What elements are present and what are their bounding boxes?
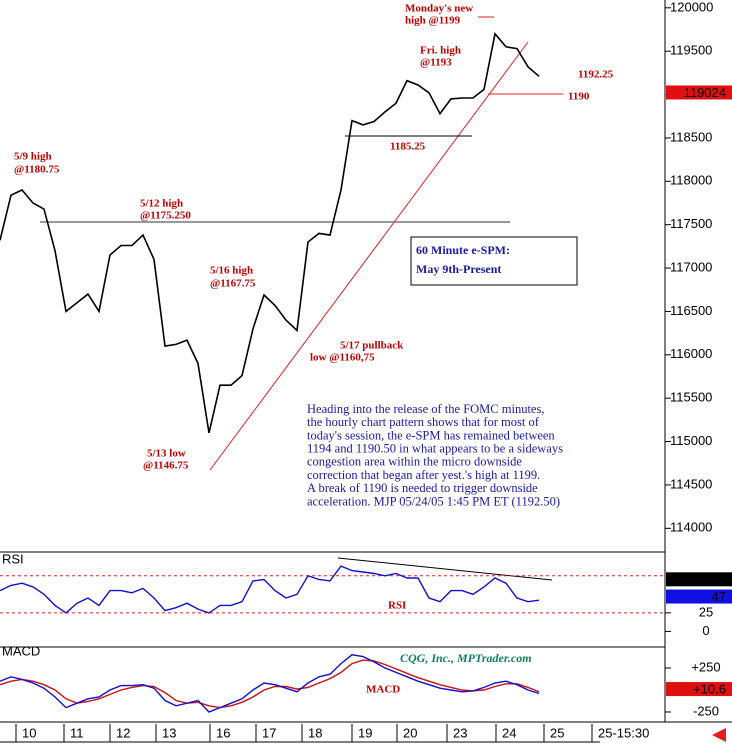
last-value-label: +10.6 [693,682,726,697]
annotation: @1175.250 [140,210,191,222]
commentary: the hourly chart pattern shows that for … [307,415,540,429]
chart-title: May 9th-Present [416,262,501,276]
annotation: 1190 [568,91,590,103]
y-tick-label: 120000 [670,0,713,14]
series-label: MACD [366,684,400,696]
last-value-box [666,682,732,697]
x-tick-label: 16 [216,725,230,740]
last-value-label: 119024 [684,85,726,100]
scroll-arrow[interactable] [712,728,726,742]
commentary: today's session, the e-SPM has remained … [307,428,555,442]
commentary: 1194 and 1190.50 in what appears to be a… [307,441,563,455]
last-value-box [666,572,732,587]
annotation: low @1160,75 [310,352,375,364]
y-tick-label: 116500 [670,303,712,318]
last-value-label: 70.2 [701,572,726,587]
panel-title: RSI [2,551,24,566]
last-value-box [666,85,732,100]
y-tick-label: 114500 [670,476,712,491]
x-tick-label: 12 [116,725,130,740]
x-tick-label: 23 [453,725,467,740]
x-tick-label: 11 [70,725,84,740]
series-line [0,659,540,709]
y-tick-label: +250 [691,659,720,674]
x-tick-label: 19 [358,725,372,740]
series-line [0,654,540,713]
y-tick-label: 115000 [670,433,712,448]
annotation: 5/16 high [210,265,253,277]
title-box [410,236,578,286]
commentary: Heading into the release of the FOMC min… [307,402,544,416]
commentary: A break of 1190 is needed to trigger dow… [307,481,538,495]
annotation: @1167.75 [210,278,256,290]
y-tick-label: 118500 [670,129,712,144]
annotation: 5/9 high [14,151,52,163]
y-tick-label: 114000 [670,520,712,535]
series-line [0,32,540,434]
x-tick-label: 24 [502,725,516,740]
last-value-label: 47 [712,589,726,604]
x-tick-label: 25 [550,725,564,740]
y-tick-label: 117500 [670,216,712,231]
annotation: Monday's new [405,3,473,15]
annotation: @1180.75 [14,164,60,176]
annotation: @1193 [420,57,452,69]
annotation: 1192.25 [578,69,614,81]
annotation: 5/12 high [140,198,183,210]
y-tick-label: 115500 [670,390,712,405]
rsi-trend-line [337,557,553,581]
y-tick-label: 118000 [670,173,712,188]
y-tick-label: -250 [693,703,719,718]
y-tick-label: 0 [702,623,709,638]
x-tick-label: 13 [162,725,176,740]
trend-line [209,41,529,471]
panel-title: MACD [2,643,40,658]
y-tick-label: 25 [699,604,713,619]
annotation: 5/17 pullback [340,340,404,352]
series-line [0,565,540,614]
last-value-box [666,589,732,604]
y-tick-label: 119500 [670,43,712,58]
x-tick-label: 25-15:30 [598,725,649,740]
annotation: 5/13 low [147,448,186,460]
x-tick-label: 20 [403,725,417,740]
x-tick-label: 10 [22,725,36,740]
y-tick-label: 117000 [670,259,712,274]
commentary: correction that began after yest.'s high… [307,468,540,482]
annotation: high @1199 [405,15,461,27]
commentary: congestion area within the micro downsid… [307,455,522,469]
series-label: RSI [388,600,406,612]
x-tick-label: 18 [308,725,322,740]
y-tick-label: 116000 [670,346,712,361]
commentary: acceleration. MJP 05/24/05 1:45 PM ET (1… [307,494,560,508]
chart-title: 60 Minute e-SPM: [416,243,510,257]
annotation: @1146.75 [143,460,189,472]
annotation: 1185.25 [390,141,426,153]
annotation: Fri. high [420,45,461,57]
watermark: CQG, Inc., MPTrader.com [400,651,532,665]
x-tick-label: 17 [262,725,276,740]
